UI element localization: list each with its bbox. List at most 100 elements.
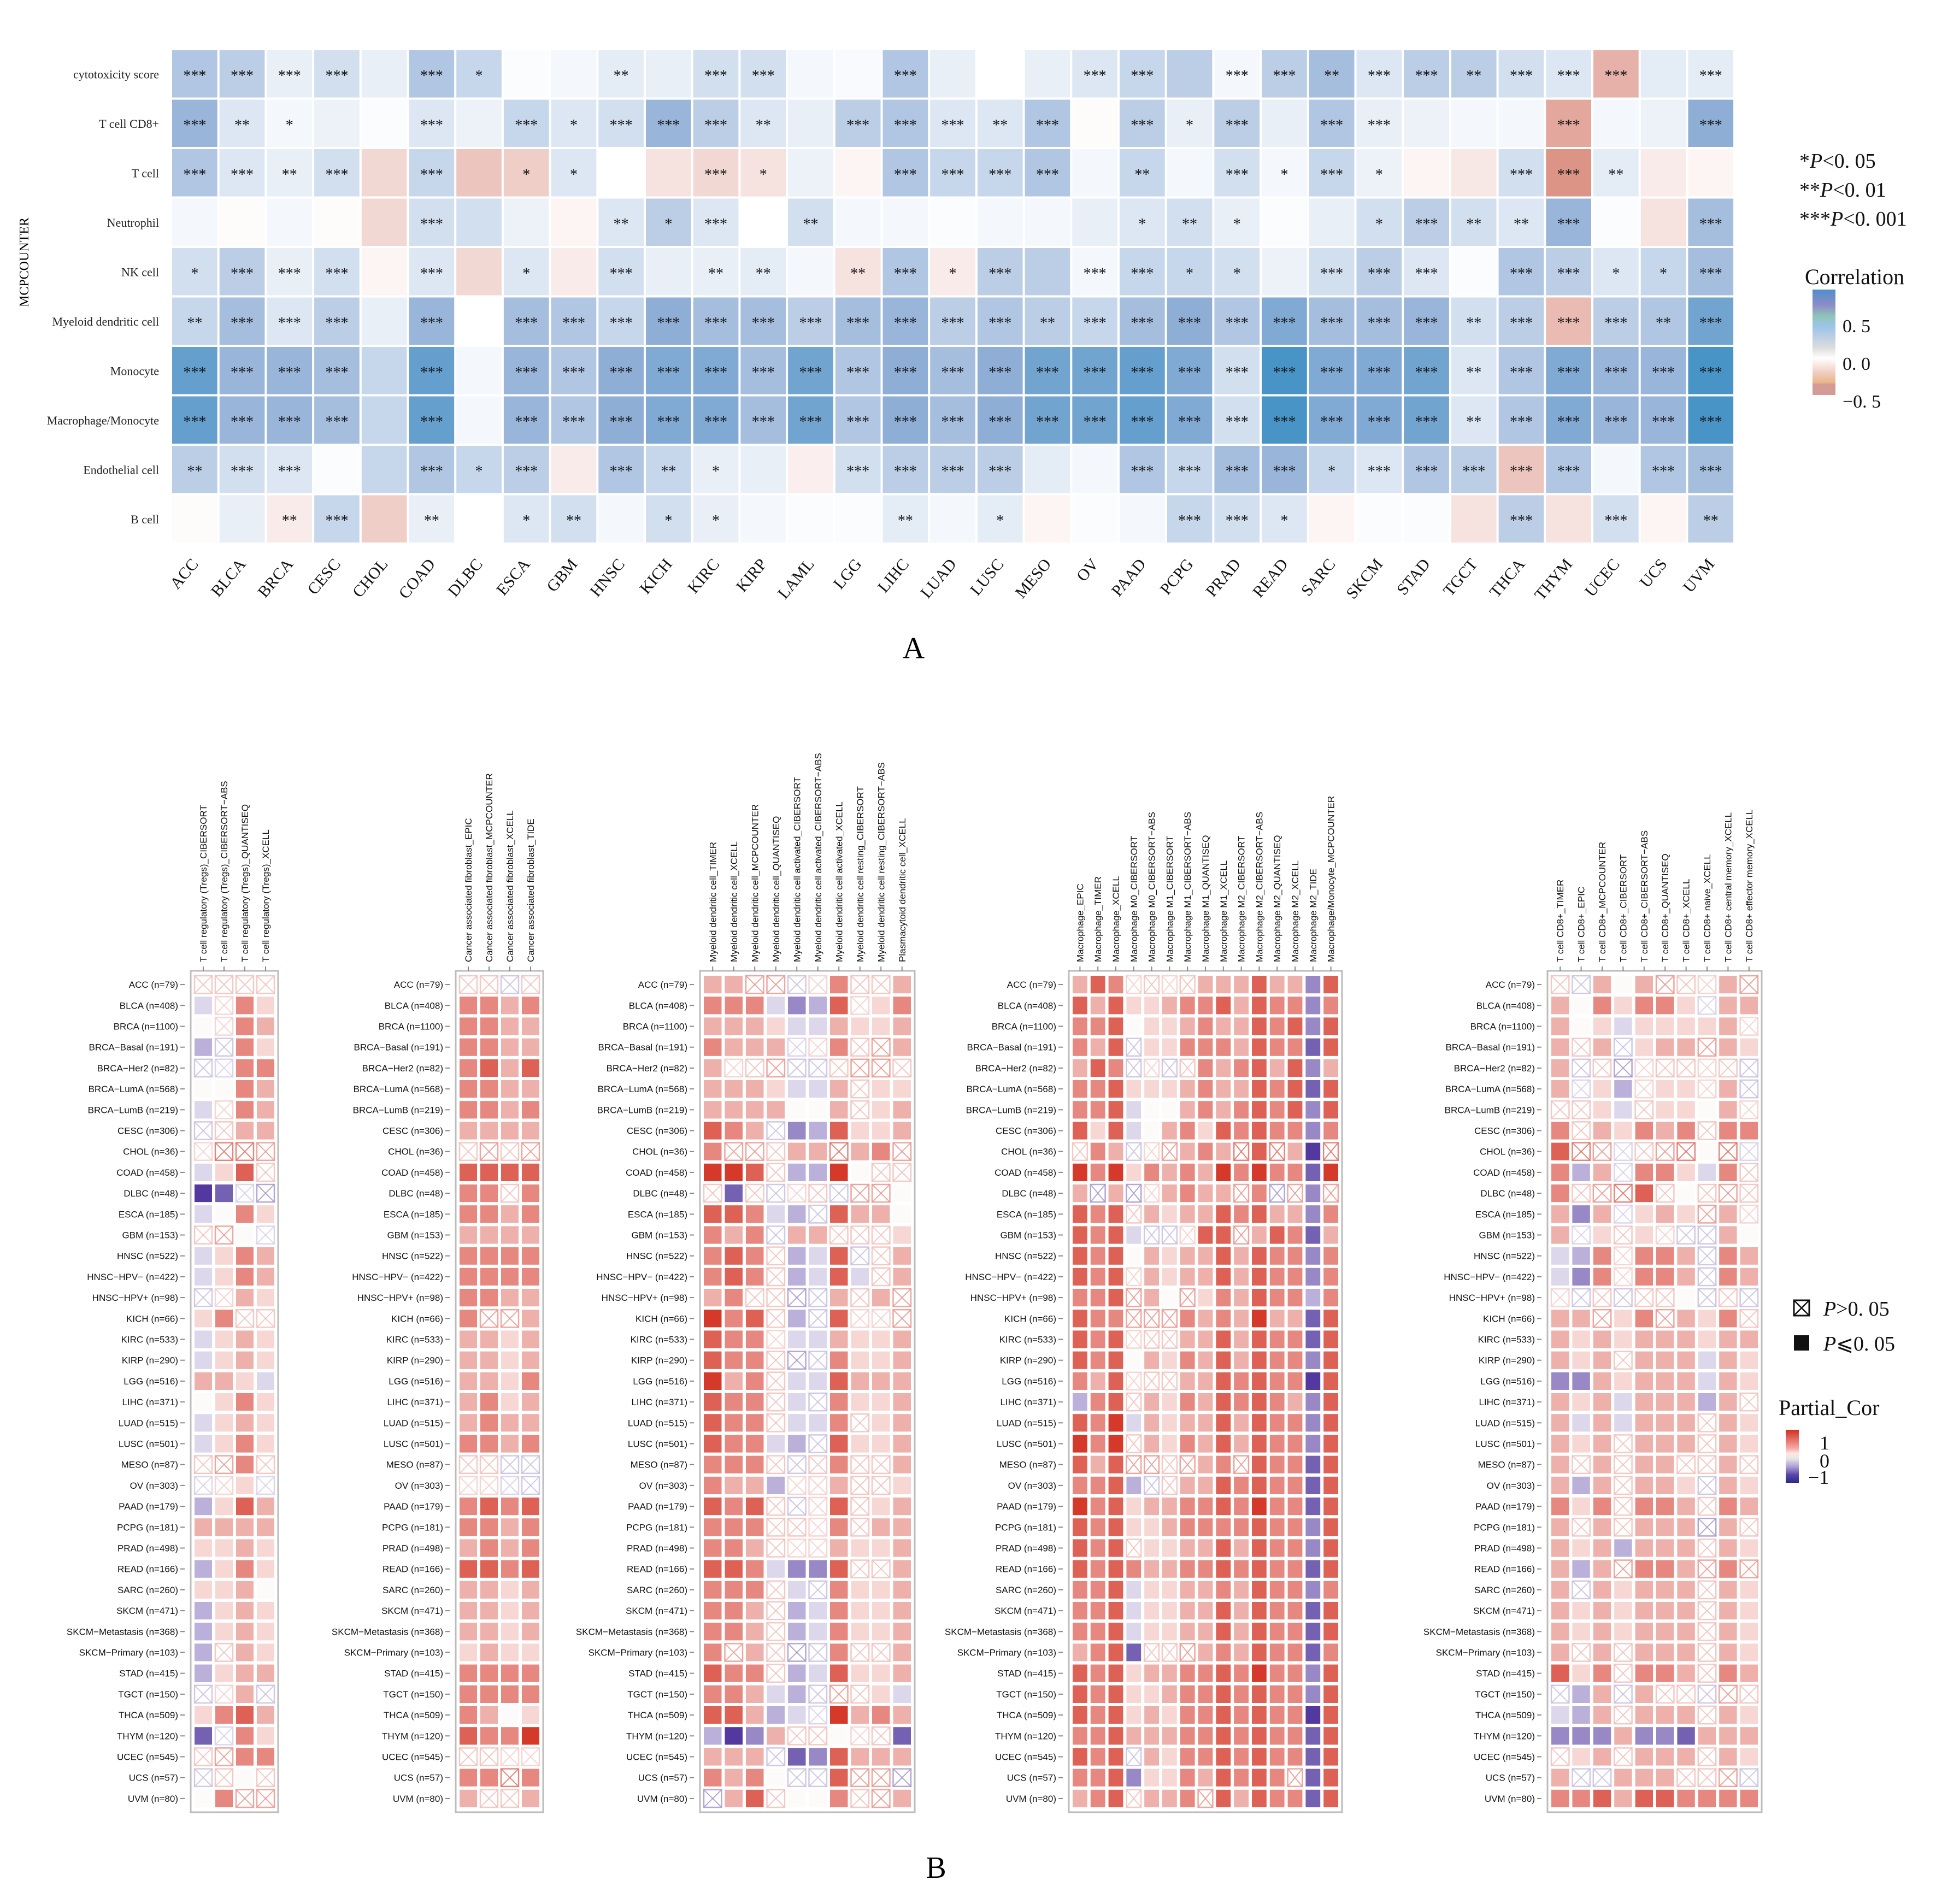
- row-label: SKCM−Primary (n=103): [589, 1648, 687, 1658]
- heatmap-cell: [1262, 396, 1307, 444]
- heatmap-cell: [893, 1560, 911, 1578]
- significance-stars: ***: [515, 315, 538, 332]
- significance-stars: ***: [988, 463, 1011, 480]
- heatmap-cell: [1656, 1643, 1674, 1661]
- heatmap-cell: [460, 1310, 477, 1328]
- cross-mark: [1698, 1768, 1716, 1787]
- heatmap-cell: [236, 1623, 254, 1641]
- heatmap-cell: [788, 495, 833, 543]
- significance-stars: ***: [657, 315, 680, 332]
- heatmap-cell: [1635, 1706, 1653, 1724]
- cross-mark: [787, 1184, 807, 1202]
- heatmap-cell: [1656, 1539, 1674, 1557]
- cross-mark: [850, 1246, 869, 1265]
- heatmap-cell: [1688, 50, 1734, 98]
- cross-mark: [1126, 1205, 1141, 1224]
- row-label: SKCM−Primary (n=103): [79, 1648, 178, 1658]
- heatmap-cell: [1305, 1643, 1321, 1661]
- heatmap-cell: [1287, 1038, 1303, 1056]
- heatmap-cell: [236, 1351, 254, 1369]
- heatmap-cell: [1252, 1435, 1267, 1453]
- heatmap-cell: [1025, 149, 1070, 197]
- cross-mark: [1572, 1288, 1591, 1307]
- heatmap-cell: [1593, 1330, 1611, 1348]
- heatmap-cell: [1593, 1602, 1611, 1620]
- heatmap-cell: [480, 997, 498, 1015]
- legend-p: P: [1823, 1333, 1836, 1355]
- heatmap-cell: [704, 1017, 722, 1035]
- cross-mark: [1739, 1205, 1758, 1224]
- significance-stars: ***: [610, 364, 633, 381]
- heatmap-cell: [1593, 1560, 1611, 1578]
- cross-mark: [1614, 1476, 1633, 1495]
- significance-stars: *: [1280, 166, 1288, 183]
- significance-stars: **: [1466, 216, 1481, 233]
- heatmap-cell: [1234, 1789, 1249, 1807]
- heatmap-cell: [503, 396, 549, 444]
- heatmap-cell: [1144, 1122, 1159, 1140]
- heatmap-cell: [1072, 396, 1117, 444]
- heatmap-cell: [740, 446, 786, 493]
- heatmap-cell: [830, 1455, 848, 1473]
- cross-mark: [501, 1142, 519, 1161]
- heatmap-cell: [1677, 1247, 1695, 1265]
- heatmap-cell: [1572, 1017, 1590, 1035]
- heatmap-cell: [215, 1393, 233, 1411]
- heatmap-cell: [893, 1351, 911, 1369]
- significance-stars: ***: [941, 463, 964, 480]
- heatmap-cell: [1073, 1748, 1087, 1766]
- heatmap-cell: [893, 1080, 911, 1098]
- significance-stars: ***: [1036, 414, 1059, 431]
- heatmap-cell: [1234, 1769, 1249, 1787]
- cross-mark: [1162, 1309, 1178, 1328]
- heatmap-cell: [1551, 1247, 1569, 1265]
- row-label: LGG (n=516): [123, 1376, 178, 1387]
- row-label: LUSC (n=501): [628, 1439, 687, 1449]
- cross-mark: [745, 1059, 764, 1077]
- heatmap-cell: [361, 248, 407, 296]
- significance-stars: ***: [1178, 414, 1201, 431]
- heatmap-cell: [1180, 1017, 1195, 1035]
- heatmap-cell: [1635, 1623, 1653, 1641]
- heatmap-cell: [236, 1685, 254, 1703]
- heatmap-cell: [1719, 1560, 1737, 1578]
- heatmap-cell: [1073, 1560, 1087, 1578]
- heatmap-cell: [1614, 1101, 1632, 1119]
- heatmap-cell: [1451, 99, 1497, 147]
- significance-stars: **: [1608, 166, 1623, 183]
- heatmap-cell: [830, 1038, 848, 1056]
- heatmap-cell: [1305, 1498, 1321, 1516]
- heatmap-cell: [1269, 976, 1285, 994]
- heatmap-cell: [1252, 1727, 1267, 1745]
- heatmap-cell: [1198, 1372, 1213, 1390]
- heatmap-cell: [830, 1330, 848, 1348]
- heatmap-cell: [1635, 1205, 1653, 1223]
- cross-mark: [521, 975, 540, 994]
- significance-stars: *: [1375, 216, 1383, 233]
- heatmap-cell: [409, 198, 455, 246]
- legend-threshold: <0. 05: [1822, 150, 1875, 173]
- heatmap-cell: [236, 997, 254, 1015]
- heatmap-cell: [788, 297, 833, 345]
- heatmap-cell: [219, 50, 265, 98]
- heatmap-cell: [1269, 1685, 1285, 1703]
- heatmap-cell: [788, 1247, 806, 1265]
- heatmap-cell: [1719, 1789, 1737, 1807]
- heatmap-cell: [1216, 1748, 1231, 1766]
- heatmap-cell: [1269, 1498, 1285, 1516]
- filled-box-icon: [1794, 1335, 1809, 1351]
- row-label: SARC (n=260): [383, 1585, 443, 1595]
- heatmap-cell: [1740, 1581, 1758, 1599]
- heatmap-cell: [746, 1101, 764, 1119]
- heatmap-cell: [1073, 1247, 1087, 1265]
- significance-stars: ***: [1226, 67, 1249, 84]
- significance-stars: ***: [1699, 364, 1722, 381]
- heatmap-cell: [830, 1435, 848, 1453]
- heatmap-cell: [1551, 997, 1569, 1015]
- heatmap-cell: [1656, 1435, 1674, 1453]
- heatmap-cell: [725, 1268, 743, 1286]
- heatmap-cell: [1234, 1310, 1249, 1328]
- row-label: THCA (n=509): [1475, 1710, 1535, 1720]
- significance-stars: ***: [1652, 364, 1675, 381]
- cross-mark: [1719, 1142, 1738, 1161]
